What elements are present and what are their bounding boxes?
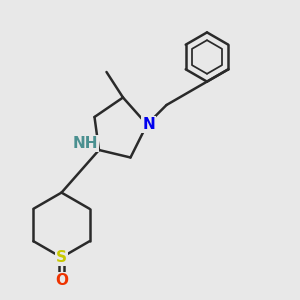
Text: N: N [142, 117, 155, 132]
Text: S: S [56, 250, 67, 265]
Text: NH: NH [73, 136, 98, 151]
Text: O: O [55, 273, 68, 288]
